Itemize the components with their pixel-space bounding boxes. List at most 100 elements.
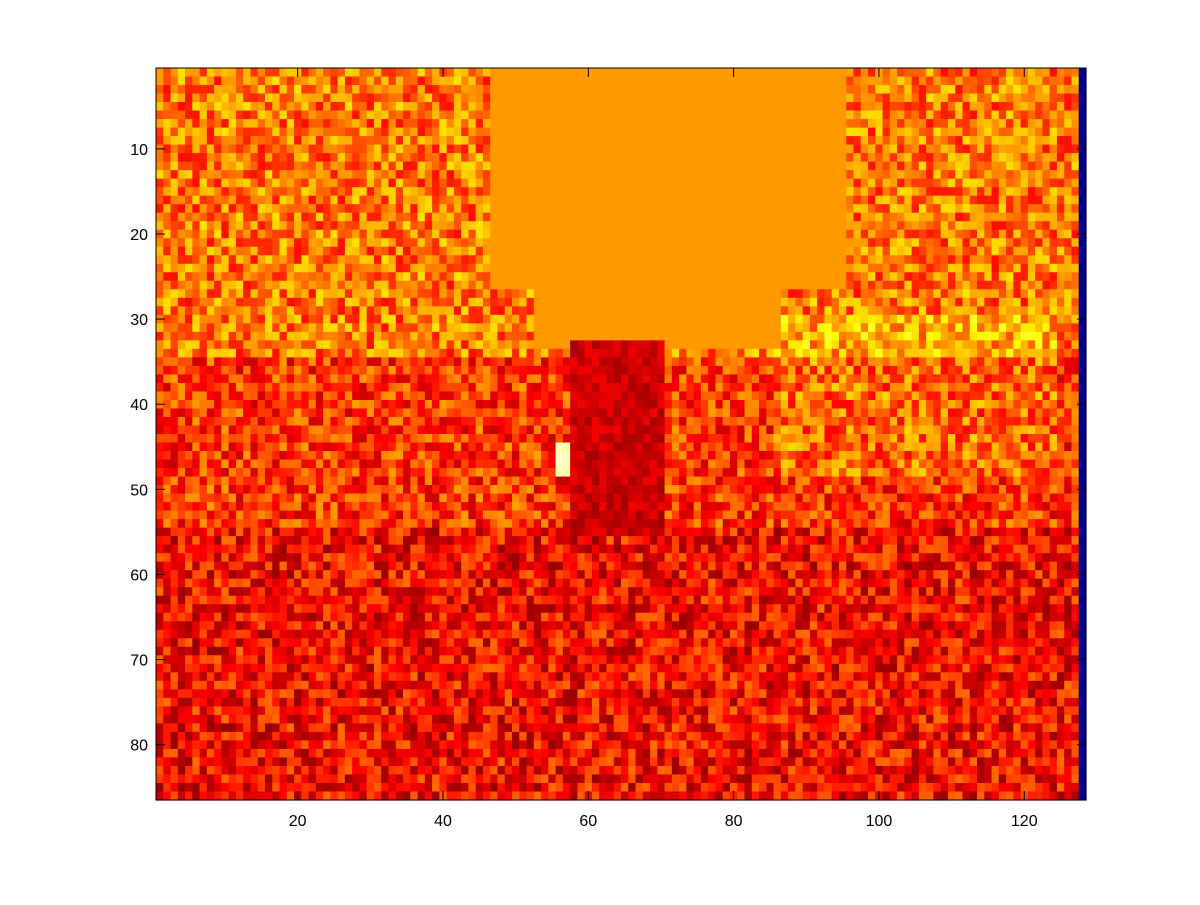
heatmap-cell bbox=[388, 306, 397, 316]
heatmap-cell bbox=[577, 119, 586, 129]
heatmap-cell bbox=[780, 161, 789, 171]
heatmap-cell bbox=[243, 306, 252, 316]
heatmap-cell bbox=[933, 340, 942, 350]
heatmap-cell bbox=[323, 102, 331, 112]
heatmap-cell bbox=[722, 331, 731, 341]
heatmap-cell bbox=[519, 178, 528, 188]
heatmap-cell bbox=[512, 323, 520, 333]
heatmap-cell bbox=[817, 323, 826, 333]
heatmap-cell bbox=[272, 263, 281, 273]
heatmap-cell bbox=[955, 119, 964, 129]
heatmap-cell bbox=[984, 204, 993, 214]
heatmap-cell bbox=[497, 289, 506, 299]
heatmap-cell bbox=[228, 314, 237, 324]
heatmap-cell bbox=[221, 153, 230, 163]
heatmap-cell bbox=[294, 119, 302, 129]
heatmap-cell bbox=[853, 263, 862, 273]
heatmap-cell bbox=[272, 212, 281, 222]
heatmap-cell bbox=[1078, 289, 1087, 299]
heatmap-cell bbox=[475, 161, 484, 171]
heatmap-cell bbox=[279, 382, 288, 393]
heatmap-cell bbox=[439, 195, 448, 205]
heatmap-cell bbox=[555, 178, 564, 188]
heatmap-cell bbox=[301, 272, 310, 282]
heatmap-cell bbox=[809, 365, 818, 376]
heatmap-cell bbox=[933, 212, 942, 222]
heatmap-cell bbox=[918, 221, 927, 231]
heatmap-cell bbox=[940, 119, 949, 129]
heatmap-cell bbox=[381, 153, 390, 163]
heatmap-cell bbox=[599, 178, 608, 188]
heatmap-cell bbox=[286, 221, 295, 231]
heatmap-cell bbox=[679, 204, 687, 214]
heatmap-cell bbox=[315, 306, 324, 316]
heatmap-cell bbox=[977, 153, 985, 163]
heatmap-cell bbox=[613, 272, 622, 282]
heatmap-cell bbox=[606, 246, 615, 256]
heatmap-cell bbox=[831, 153, 840, 163]
heatmap-cell bbox=[882, 221, 891, 231]
heatmap-cell bbox=[846, 297, 855, 307]
heatmap-cell bbox=[824, 323, 833, 333]
heatmap-cell bbox=[621, 76, 629, 86]
heatmap-cell bbox=[388, 229, 397, 239]
heatmap-cell bbox=[1042, 144, 1051, 154]
heatmap-cell bbox=[366, 195, 375, 205]
heatmap-cell bbox=[969, 178, 978, 188]
heatmap-cell bbox=[933, 93, 942, 103]
heatmap-cell bbox=[468, 391, 477, 401]
heatmap-cell bbox=[708, 348, 717, 358]
heatmap-cell bbox=[475, 119, 484, 129]
heatmap-cell bbox=[257, 323, 266, 333]
heatmap-cell bbox=[548, 374, 557, 384]
heatmap-cell bbox=[294, 136, 302, 146]
heatmap-cell bbox=[163, 289, 172, 299]
heatmap-cell bbox=[664, 110, 673, 120]
heatmap-cell bbox=[490, 314, 499, 324]
heatmap-cell bbox=[359, 144, 368, 154]
heatmap-cell bbox=[170, 93, 179, 103]
heatmap-cell bbox=[940, 136, 949, 146]
heatmap-cell bbox=[352, 348, 361, 358]
heatmap-cell bbox=[344, 280, 353, 290]
heatmap-cell bbox=[802, 221, 811, 231]
heatmap-cell bbox=[417, 255, 426, 265]
heatmap-cell bbox=[475, 102, 484, 112]
heatmap-cell bbox=[817, 374, 826, 384]
heatmap-cell bbox=[243, 340, 252, 350]
heatmap-cell bbox=[221, 76, 230, 86]
heatmap-cell bbox=[1020, 382, 1029, 393]
heatmap-cell bbox=[984, 68, 993, 78]
heatmap-cell bbox=[286, 297, 295, 307]
heatmap-cell bbox=[541, 195, 549, 205]
heatmap-cell bbox=[548, 161, 557, 171]
heatmap-cell bbox=[744, 246, 753, 256]
heatmap-cell bbox=[359, 153, 368, 163]
heatmap-cell bbox=[381, 161, 390, 171]
heatmap-cell bbox=[584, 297, 593, 307]
heatmap-cell bbox=[1078, 348, 1087, 358]
heatmap-cell bbox=[1056, 340, 1065, 350]
heatmap-cell bbox=[199, 348, 208, 358]
heatmap-cell bbox=[911, 280, 920, 290]
heatmap-cell bbox=[185, 170, 193, 180]
heatmap-cell bbox=[526, 255, 535, 265]
heatmap-cell bbox=[700, 229, 709, 239]
heatmap-cell bbox=[308, 85, 317, 95]
heatmap-cell bbox=[541, 153, 549, 163]
heatmap-cell bbox=[693, 314, 702, 324]
heatmap-cell bbox=[482, 119, 491, 129]
heatmap-cell bbox=[613, 297, 622, 307]
heatmap-cell bbox=[424, 221, 433, 231]
heatmap-cell bbox=[940, 306, 949, 316]
heatmap-cell bbox=[780, 178, 789, 188]
heatmap-cell bbox=[301, 204, 310, 214]
heatmap-cell bbox=[802, 340, 811, 350]
heatmap-cell bbox=[1078, 391, 1087, 401]
heatmap-cell bbox=[584, 204, 593, 214]
heatmap-cell bbox=[969, 204, 978, 214]
heatmap-cell bbox=[526, 144, 535, 154]
heatmap-cell bbox=[301, 280, 310, 290]
heatmap-cell bbox=[221, 204, 230, 214]
heatmap-cell bbox=[541, 340, 549, 350]
